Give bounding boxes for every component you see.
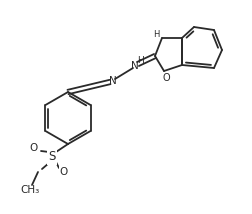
Text: O: O	[30, 143, 38, 153]
Text: S: S	[48, 150, 55, 163]
Text: H: H	[152, 30, 159, 39]
Text: O: O	[60, 167, 68, 177]
Text: H: H	[137, 55, 144, 64]
Text: N: N	[109, 76, 116, 86]
Text: CH₃: CH₃	[20, 185, 40, 195]
Text: N: N	[131, 61, 138, 71]
Text: O: O	[162, 73, 169, 83]
